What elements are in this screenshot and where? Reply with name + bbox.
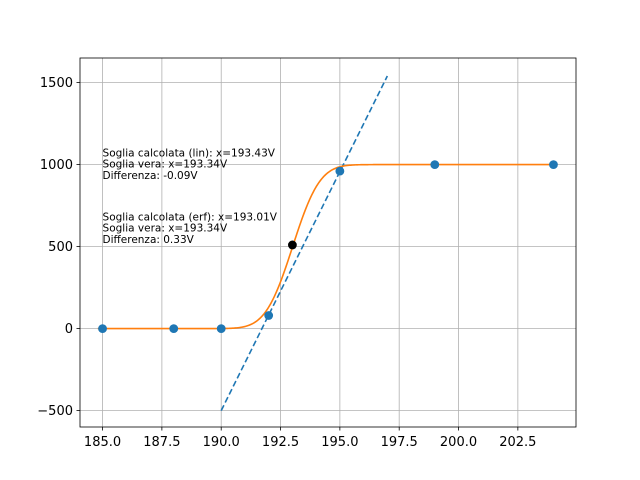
data-point [98,324,107,333]
y-tick-label: 1500 [40,76,73,91]
linear-fit-line [220,75,389,411]
x-axis: 185.0 187.5 190.0 192.5 195.0 197.5 200.0 202.5 [84,427,536,450]
plot-area [97,75,558,411]
x-tick-label: 202.5 [499,435,536,450]
data-point [549,160,558,170]
y-tick-label: 1000 [40,158,73,173]
x-tick-label: 197.5 [381,435,418,450]
x-tick-label: 190.0 [203,435,240,450]
data-point [335,166,345,176]
data-point [264,311,274,320]
annotation-line: Differenza: -0.09V [103,170,199,182]
annotation-line: Soglia vera: x=193.34V [103,159,228,171]
data-point [216,324,226,333]
annotation-line: Differenza: 0.33V [103,234,195,246]
y-axis: −500 0 500 1000 1500 [37,76,80,419]
data-point [169,324,179,333]
y-tick-label: 0 [65,322,73,337]
y-tick-label: 500 [48,240,73,255]
x-tick-label: 187.5 [143,435,180,450]
x-tick-label: 195.0 [321,435,358,450]
axes-frame [79,57,577,428]
x-tick-label: 192.5 [262,435,299,450]
annotation-line: Soglia vera: x=193.34V [103,223,228,235]
data-point [430,160,440,170]
x-tick-label: 185.0 [84,435,121,450]
annotation-block: Soglia calcolata (erf): x=193.01VSoglia … [103,211,278,246]
y-tick-label: −500 [37,404,73,419]
x-tick-label: 200.0 [440,435,477,450]
annotation-line: Soglia calcolata (erf): x=193.01V [103,211,278,223]
threshold-point [288,240,297,250]
annotation-block: Soglia calcolata (lin): x=193.43VSoglia … [103,147,276,182]
annotations: Soglia calcolata (lin): x=193.43VSoglia … [103,147,278,246]
annotation-line: Soglia calcolata (lin): x=193.43V [103,147,276,159]
grid [80,58,576,427]
